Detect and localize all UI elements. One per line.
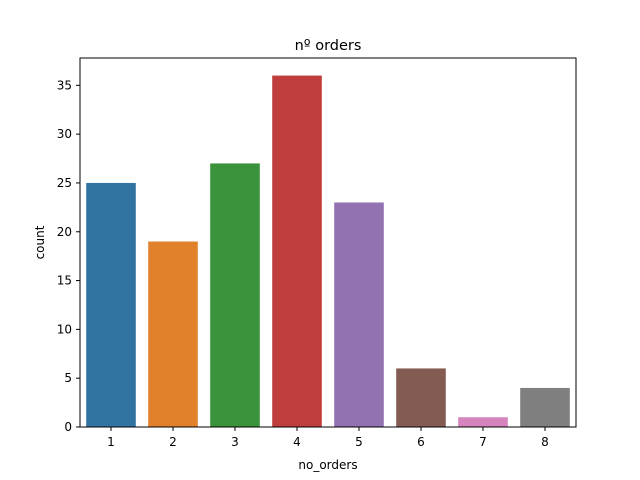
y-tick-label: 25 [57,176,72,190]
bar-3 [210,163,260,427]
bar-2 [148,241,198,427]
y-tick-label: 15 [57,274,72,288]
plot-frame [79,57,577,428]
x-tick-label: 8 [541,435,549,449]
x-tick-label: 4 [293,435,301,449]
y-axis-label: count [33,225,47,259]
bar-6 [396,368,446,427]
bars-layer [86,75,570,427]
x-tick-label: 1 [107,435,115,449]
bar-8 [520,387,570,427]
y-tick-label: 10 [57,322,72,336]
bar-5 [334,202,384,427]
y-tick-label: 30 [57,127,72,141]
chart-title: nº orders [295,38,362,54]
bar-7 [458,417,508,427]
y-tick-label: 35 [57,78,72,92]
x-tick-label: 3 [231,435,239,449]
bar-4 [272,75,322,427]
bar-1 [86,182,136,427]
x-tick-label: 6 [417,435,425,449]
x-axis-label: no_orders [298,458,357,472]
ticks-layer: 1 2 3 4 5 6 7 8 0 5 10 15 20 25 30 35 [57,78,549,449]
y-tick-label: 20 [57,225,72,239]
x-tick-label: 7 [479,435,487,449]
x-tick-label: 2 [169,435,177,449]
y-tick-label: 5 [64,371,72,385]
x-tick-label: 5 [355,435,363,449]
y-tick-label: 0 [64,420,72,434]
